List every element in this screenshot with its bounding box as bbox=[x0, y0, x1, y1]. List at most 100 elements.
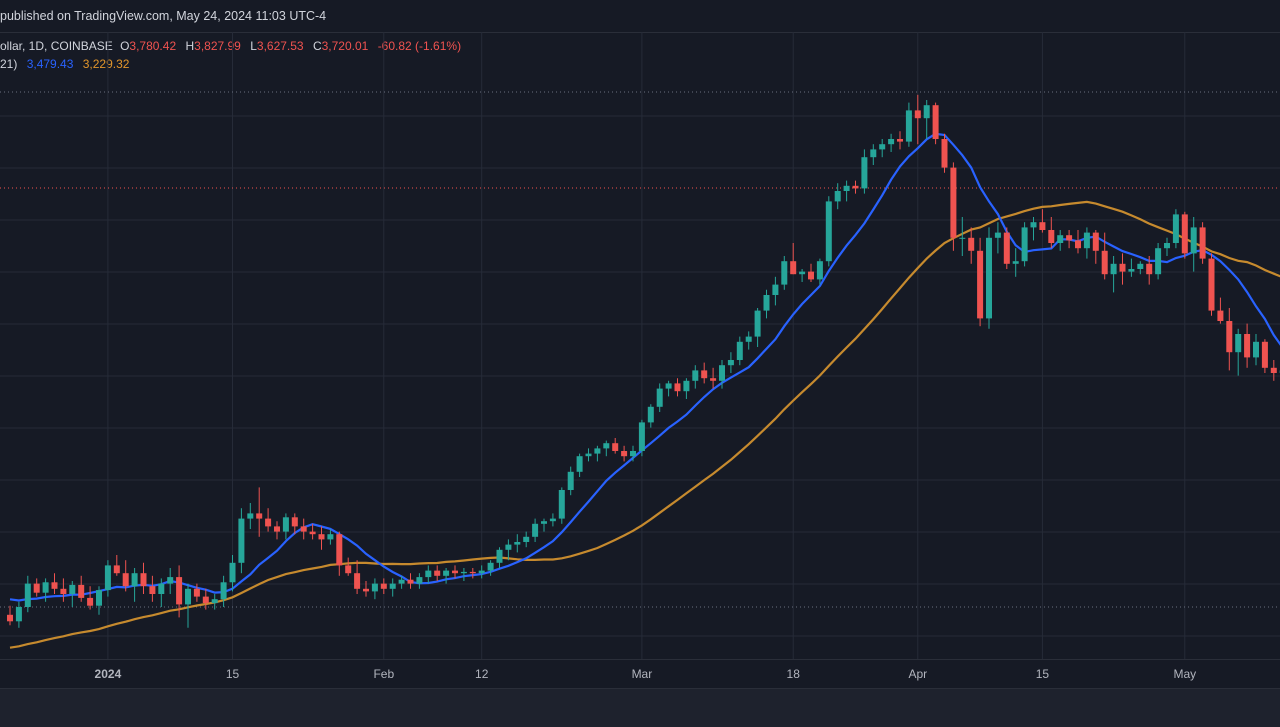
candle-body bbox=[950, 168, 956, 238]
candle-body bbox=[497, 550, 503, 563]
candle-body bbox=[149, 586, 155, 594]
candle-body bbox=[861, 157, 867, 188]
candle-body bbox=[924, 105, 930, 118]
candle-body bbox=[443, 571, 449, 576]
candle-body bbox=[319, 534, 325, 539]
candle-body bbox=[310, 532, 316, 535]
price-chart[interactable]: 202415Feb12Mar18Apr15May13 bbox=[0, 0, 1280, 688]
candle-body bbox=[1120, 264, 1126, 272]
candle-body bbox=[274, 526, 280, 531]
candle-body bbox=[390, 584, 396, 589]
candle-body bbox=[123, 573, 129, 586]
candle-body bbox=[1182, 214, 1188, 253]
candle-body bbox=[1004, 233, 1010, 264]
candle-body bbox=[1128, 269, 1134, 272]
candle-body bbox=[416, 577, 422, 584]
candle-body bbox=[1235, 334, 1241, 352]
candle-body bbox=[541, 521, 547, 524]
candle-body bbox=[488, 563, 494, 571]
candle-body bbox=[701, 370, 707, 378]
candle-body bbox=[60, 589, 66, 594]
x-tick-label: May bbox=[1173, 667, 1196, 681]
candle-body bbox=[16, 607, 22, 621]
candle-body bbox=[479, 571, 485, 574]
candle-body bbox=[25, 584, 31, 607]
ma-fast-line bbox=[10, 134, 1280, 601]
candle-body bbox=[52, 582, 58, 589]
candle-body bbox=[327, 534, 333, 539]
candle-body bbox=[452, 571, 458, 574]
candle-body bbox=[897, 139, 903, 142]
candle-body bbox=[799, 272, 805, 275]
candle-body bbox=[158, 584, 164, 594]
candle-body bbox=[1155, 248, 1161, 274]
candle-body bbox=[621, 451, 627, 456]
candle-body bbox=[1137, 264, 1143, 269]
candle-body bbox=[96, 590, 102, 606]
candle-body bbox=[1048, 230, 1054, 243]
candle-body bbox=[221, 582, 227, 599]
candle-body bbox=[1057, 235, 1063, 243]
candle-body bbox=[247, 513, 253, 518]
x-tick-label: 15 bbox=[226, 667, 240, 681]
candle-body bbox=[870, 149, 876, 157]
candle-body bbox=[826, 201, 832, 261]
reference-lines bbox=[0, 92, 1280, 607]
x-tick-label: Feb bbox=[373, 667, 394, 681]
x-tick-label: Mar bbox=[632, 667, 653, 681]
candle-body bbox=[1173, 214, 1179, 243]
candle-body bbox=[1191, 227, 1197, 253]
candle-body bbox=[1271, 368, 1277, 373]
candle-body bbox=[363, 589, 369, 592]
chart-grid bbox=[0, 32, 1280, 659]
candle-body bbox=[256, 513, 262, 518]
candle-body bbox=[399, 580, 405, 584]
candle-body bbox=[568, 472, 574, 490]
candle-body bbox=[1253, 342, 1259, 358]
candle-body bbox=[69, 585, 75, 594]
candle-body bbox=[1262, 342, 1268, 368]
candle-body bbox=[817, 261, 823, 279]
candle-body bbox=[176, 577, 182, 604]
candle-body bbox=[710, 378, 716, 381]
candle-body bbox=[719, 365, 725, 381]
candle-body bbox=[835, 191, 841, 201]
candle-body bbox=[977, 251, 983, 319]
candle-body bbox=[34, 584, 40, 593]
candle-body bbox=[381, 584, 387, 589]
candle-body bbox=[336, 534, 342, 565]
candle-body bbox=[603, 443, 609, 448]
candle-body bbox=[844, 186, 850, 191]
candles-layer bbox=[7, 95, 1280, 628]
candle-body bbox=[1200, 227, 1206, 258]
candle-body bbox=[781, 261, 787, 284]
candle-body bbox=[1164, 243, 1170, 248]
candle-body bbox=[212, 599, 218, 603]
candle-body bbox=[470, 572, 476, 573]
candle-body bbox=[692, 370, 698, 380]
ma-slow-layer bbox=[10, 202, 1280, 648]
candle-body bbox=[612, 443, 618, 451]
x-tick-label: 18 bbox=[787, 667, 801, 681]
bottom-toolbar bbox=[0, 688, 1280, 727]
candle-body bbox=[879, 144, 885, 149]
candle-body bbox=[728, 360, 734, 365]
candle-body bbox=[141, 573, 147, 586]
candle-body bbox=[995, 233, 1001, 238]
candle-body bbox=[968, 238, 974, 251]
candle-body bbox=[630, 451, 636, 456]
candle-body bbox=[808, 272, 814, 280]
candle-body bbox=[283, 517, 289, 531]
candle-body bbox=[114, 565, 120, 573]
candle-body bbox=[532, 524, 538, 537]
candle-body bbox=[372, 584, 378, 592]
candle-body bbox=[167, 577, 173, 584]
x-tick-label: Apr bbox=[908, 667, 927, 681]
candle-body bbox=[790, 261, 796, 274]
candle-body bbox=[1244, 334, 1250, 357]
candle-body bbox=[1084, 233, 1090, 249]
candle-body bbox=[1093, 233, 1099, 251]
time-axis: 202415Feb12Mar18Apr15May13 bbox=[95, 667, 1280, 681]
candle-body bbox=[301, 526, 307, 531]
candle-body bbox=[648, 407, 654, 423]
